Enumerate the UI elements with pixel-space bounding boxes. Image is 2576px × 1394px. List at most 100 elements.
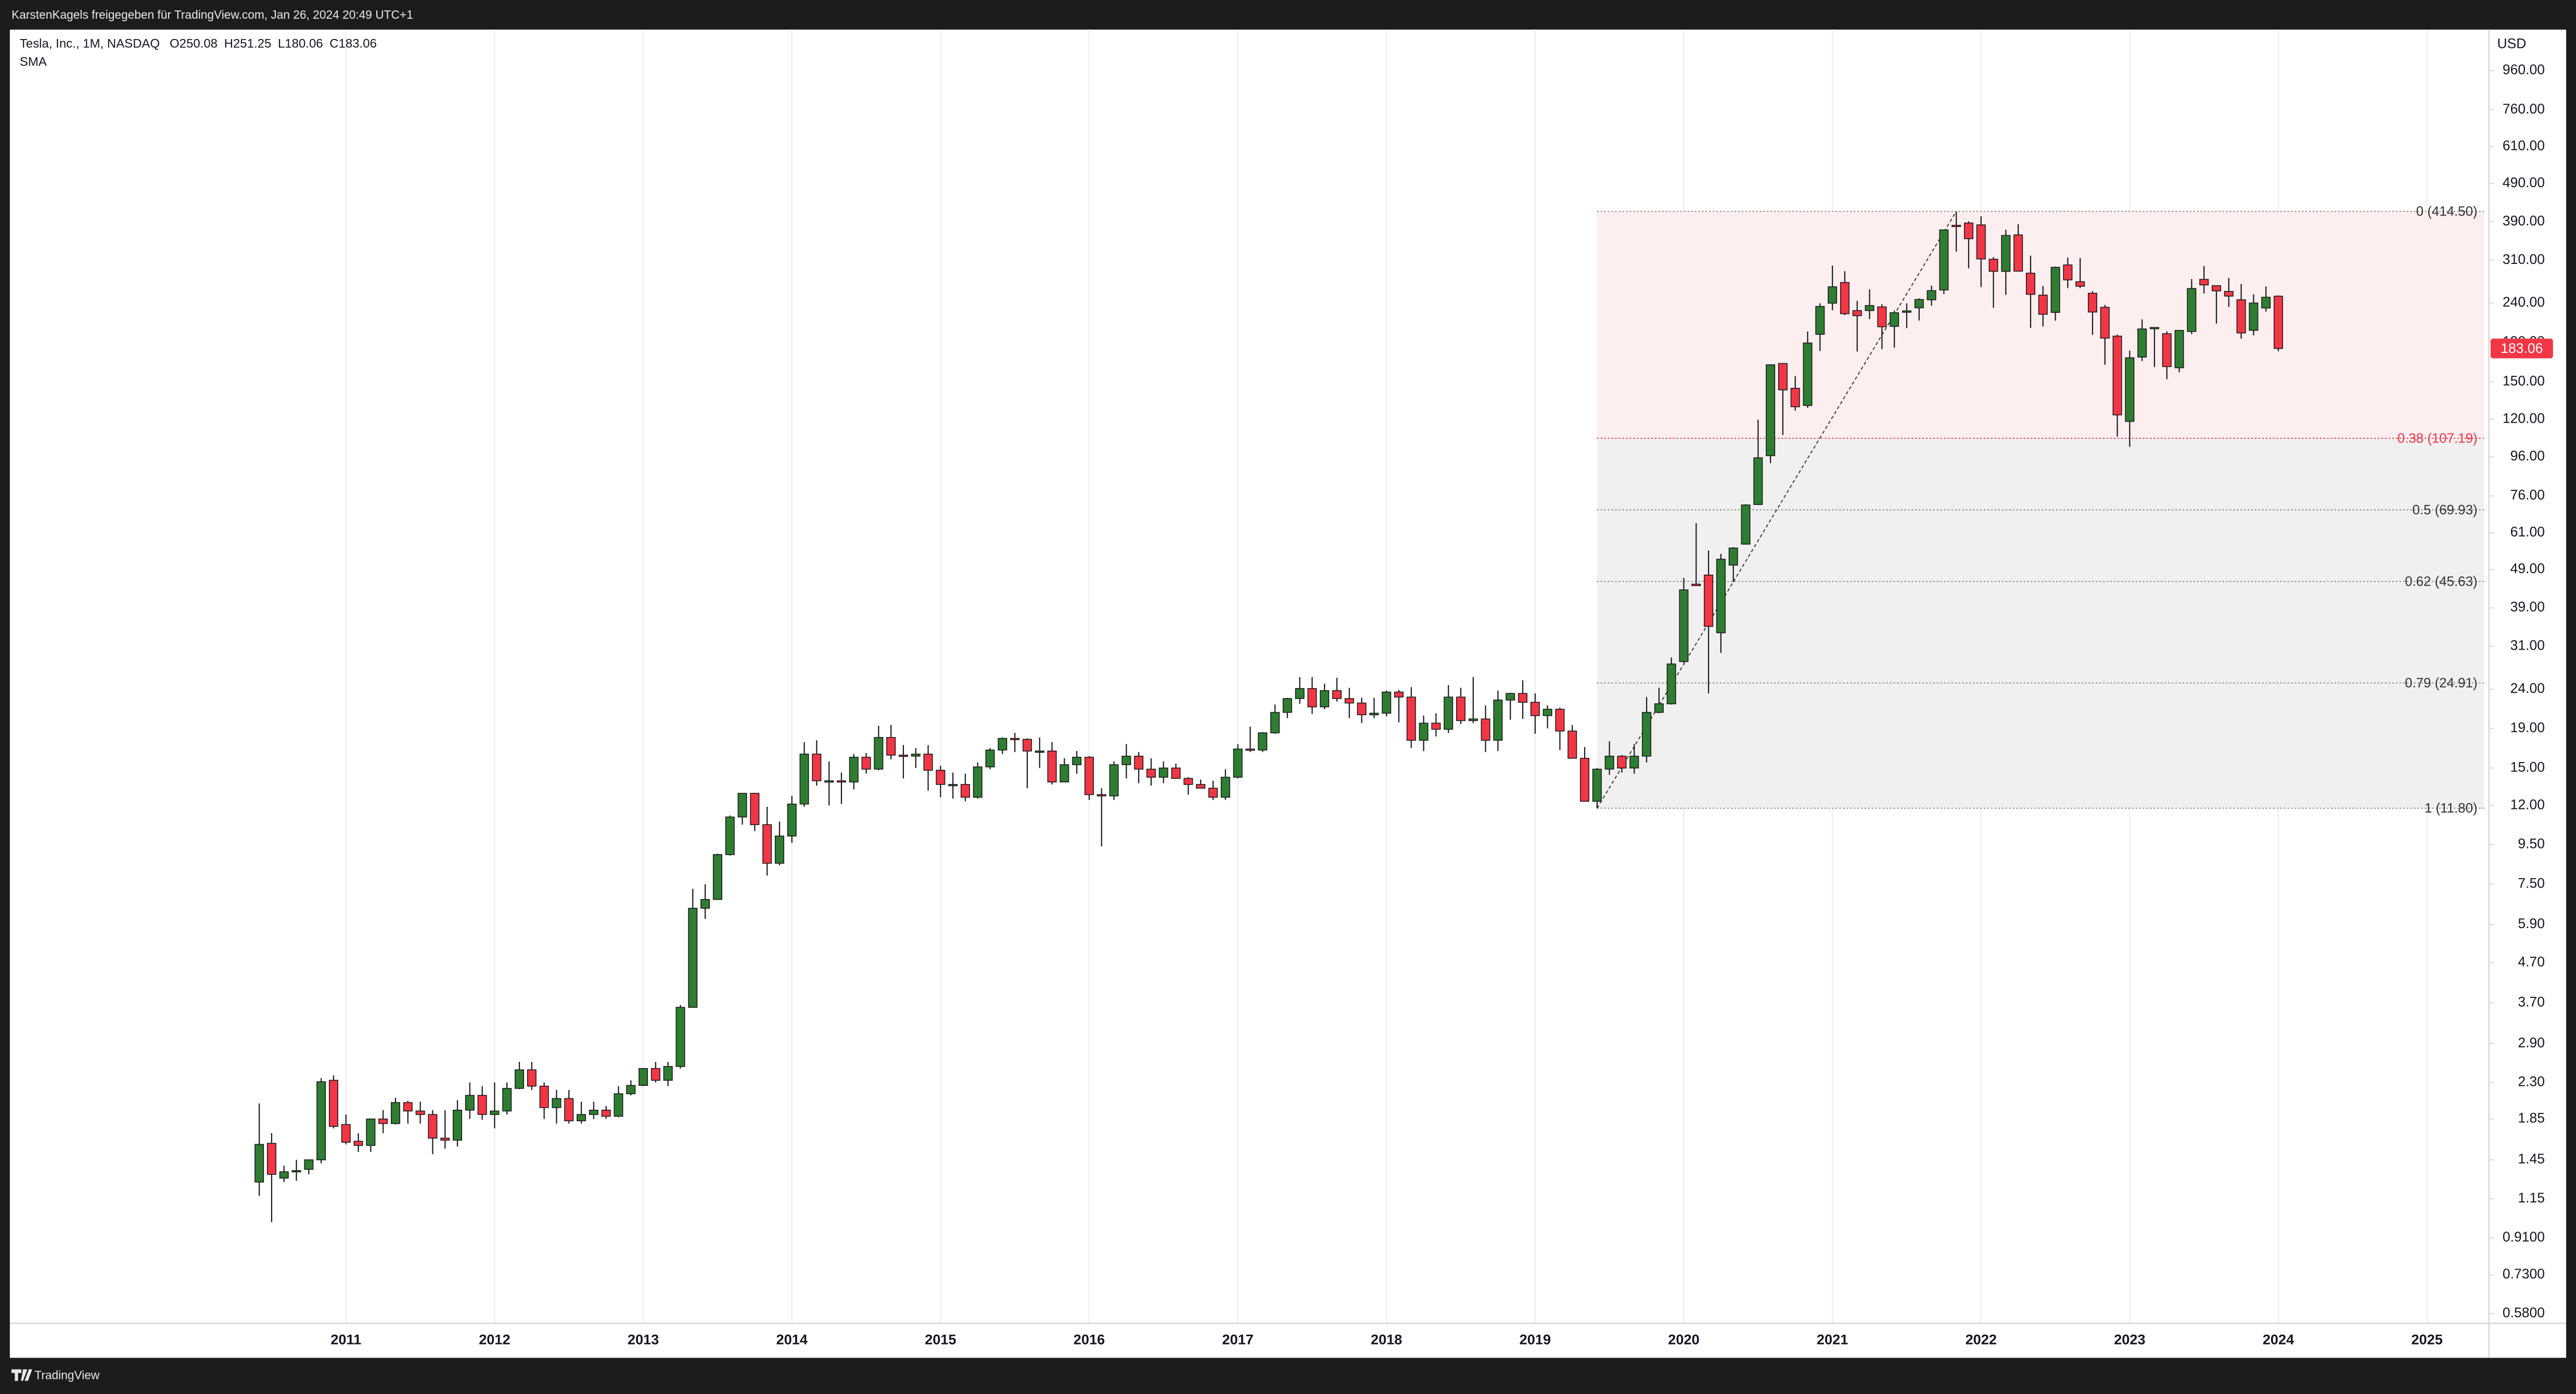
candle-body: [1406, 696, 1416, 741]
y-tick-label: 3.70: [2518, 994, 2545, 1009]
candle-body: [1183, 778, 1193, 785]
candle-body: [1976, 224, 1986, 260]
candle-body: [1444, 696, 1453, 730]
candle-body: [998, 738, 1008, 751]
candle-body: [1320, 690, 1330, 707]
x-tick-label: 2012: [479, 1332, 510, 1348]
candle-body: [2087, 293, 2097, 313]
candle-body: [1344, 698, 1354, 704]
x-tick-label: 2019: [1520, 1332, 1551, 1348]
candle-body: [2261, 297, 2271, 309]
candle-body: [614, 1093, 623, 1117]
candle-body: [1728, 548, 1738, 566]
y-tick-label: 0.5800: [2503, 1304, 2545, 1320]
candle-body: [1109, 764, 1119, 796]
candle-body: [1171, 767, 1181, 779]
y-tick-label: 150.00: [2503, 373, 2545, 389]
candle-body: [688, 908, 698, 1008]
candle-body: [1245, 749, 1255, 751]
candle-body: [700, 899, 710, 909]
candle-body: [1840, 282, 1850, 314]
candle-body: [1567, 730, 1577, 759]
candle-body: [366, 1118, 376, 1146]
x-tick-label: 2021: [1817, 1332, 1848, 1348]
x-tick-label: 2022: [1966, 1332, 1997, 1348]
y-tick-label: 0.9100: [2503, 1229, 2545, 1245]
candle-body: [453, 1109, 463, 1141]
candle-body: [2063, 264, 2073, 281]
y-tick-label: 7.50: [2518, 876, 2545, 891]
candle-body: [2100, 307, 2110, 339]
candle-body: [1134, 755, 1144, 770]
candle-body: [1666, 663, 1676, 704]
candle-body: [2025, 272, 2035, 295]
x-tick-label: 2011: [330, 1332, 361, 1348]
y-tick-label: 960.00: [2503, 62, 2545, 78]
candle-body: [1815, 306, 1825, 335]
candle-body: [1295, 688, 1305, 699]
candle-body: [1617, 755, 1627, 769]
candle-body: [601, 1109, 611, 1117]
candle-body: [403, 1102, 413, 1112]
candle-body: [1419, 723, 1429, 741]
plot-area: 0 (414.50) 0.38 (107.19) 0.5 (69.93) 0.62 (…: [254, 29, 2484, 1324]
fib-level-label: 0.5 (69.93): [2412, 503, 2477, 517]
candle-body: [465, 1095, 475, 1111]
candle-body: [1357, 702, 1367, 716]
candle-body: [415, 1110, 425, 1115]
y-tick-label: 1.85: [2518, 1110, 2545, 1126]
candle-body: [762, 824, 772, 864]
candle-body: [1939, 229, 1949, 290]
share-caption: KarstenKagels freigegeben für TradingVie…: [11, 8, 413, 21]
candle-body: [1382, 691, 1392, 714]
logo-mark: [11, 1369, 32, 1381]
candle-body: [1741, 504, 1751, 545]
candle-body: [1220, 777, 1230, 798]
candle-body: [973, 766, 983, 798]
x-tick-label: 2015: [925, 1332, 956, 1348]
fib-band: [1597, 510, 2484, 582]
candle-body: [2125, 357, 2135, 422]
candle-body: [341, 1124, 351, 1143]
candle-body: [626, 1085, 636, 1095]
candle-body: [1158, 767, 1168, 778]
candle-body: [390, 1102, 400, 1124]
candle-body: [1580, 757, 1590, 802]
candle-body: [651, 1068, 660, 1081]
candle-body: [787, 803, 797, 837]
candle-body: [2001, 235, 2011, 272]
candle-body: [1506, 693, 1515, 701]
y-tick-label: 760.00: [2503, 101, 2545, 117]
candle-body: [1642, 712, 1652, 757]
y-tick-label: 31.00: [2510, 638, 2545, 653]
legend-symbol: Tesla, Inc., 1M, NASDAQ: [20, 37, 160, 51]
candle-body: [1493, 700, 1503, 741]
candle-body: [428, 1114, 438, 1139]
candle-body: [316, 1081, 326, 1160]
candle-body: [1753, 457, 1763, 505]
candle-body: [2274, 296, 2284, 349]
candle-body: [1096, 794, 1106, 796]
candle-body: [836, 780, 846, 783]
candle-body: [824, 780, 834, 783]
candle-body: [564, 1098, 574, 1121]
candle-body: [1952, 224, 1961, 227]
y-tick-label: 610.00: [2503, 138, 2545, 154]
candle-body: [1716, 559, 1726, 633]
candle-body: [1592, 768, 1602, 802]
fib-level-label: 1 (11.80): [2425, 801, 2478, 816]
y-tick-label: 2.30: [2518, 1074, 2545, 1089]
fib-level-label: 0 (414.50): [2416, 205, 2478, 219]
candle-body: [254, 1144, 264, 1183]
price-tag: [2490, 338, 2553, 359]
candle-body: [2075, 281, 2085, 287]
candle-body: [2224, 291, 2234, 297]
candle-body: [1828, 286, 1838, 304]
y-tick-label: 310.00: [2503, 251, 2545, 267]
y-tick-label: 120.00: [2503, 411, 2545, 426]
x-tick-label: 2016: [1074, 1332, 1105, 1348]
candle-body: [1518, 693, 1528, 703]
brand-name: TradingView: [34, 1368, 100, 1382]
candle-body: [1121, 755, 1131, 765]
candle-body: [539, 1085, 549, 1108]
